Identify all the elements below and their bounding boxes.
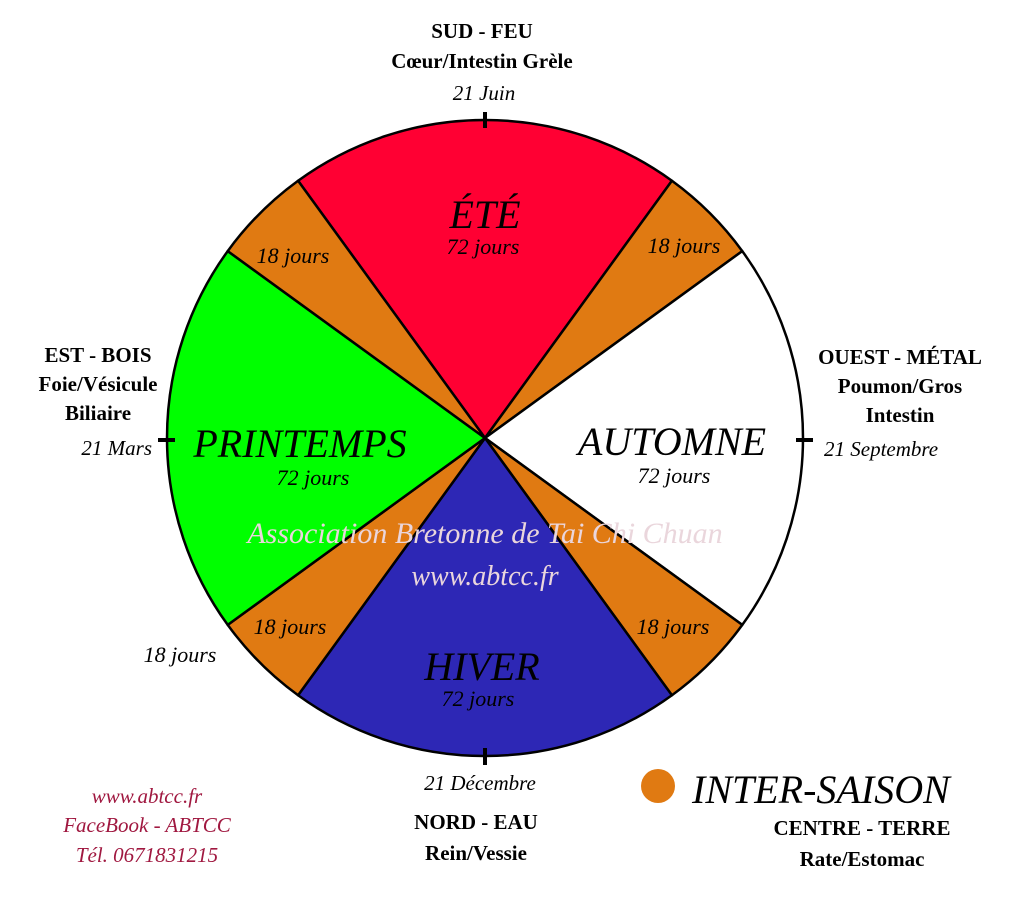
west-organs2: Intestin [866, 403, 935, 427]
days-automne: 72 jours [638, 463, 711, 488]
contact-facebook[interactable]: FaceBook - ABTCC [62, 813, 232, 837]
watermark-line2: www.abtcc.fr [411, 561, 558, 592]
south-date: 21 Juin [453, 81, 515, 105]
legend-sub2: Rate/Estomac [800, 847, 925, 871]
west-organs1: Poumon/Gros [838, 374, 962, 398]
south-organs: Cœur/Intestin Grèle [391, 49, 572, 73]
west-title: OUEST - MÉTAL [818, 345, 982, 369]
north-date: 21 Décembre [424, 771, 536, 795]
season-hiver: HIVER [423, 644, 540, 689]
season-automne: AUTOMNE [575, 419, 766, 464]
days-inter-nw: 18 jours [257, 243, 330, 268]
days-inter-sw: 18 jours [254, 614, 327, 639]
legend-label: INTER-SAISON [691, 767, 952, 812]
south-title: SUD - FEU [431, 19, 533, 43]
contact-phone: Tél. 0671831215 [76, 843, 218, 867]
season-printemps: PRINTEMPS [192, 421, 406, 466]
wedges [165, 118, 805, 758]
days-outside: 18 jours [144, 642, 217, 667]
contact-web[interactable]: www.abtcc.fr [92, 784, 203, 808]
legend-dot [641, 769, 675, 803]
watermark: Association Bretonne de Tai Chi Chuan ww… [245, 517, 722, 592]
axis-ticks [158, 112, 813, 765]
north-organs: Rein/Vessie [425, 841, 527, 865]
days-ete: 72 jours [447, 234, 520, 259]
days-inter-se: 18 jours [637, 614, 710, 639]
wedge-inter-saison [226, 179, 487, 440]
days-hiver: 72 jours [442, 686, 515, 711]
contact-info: www.abtcc.fr FaceBook - ABTCC Tél. 06718… [62, 784, 232, 867]
north-title: NORD - EAU [414, 810, 538, 834]
east-title: EST - BOIS [45, 343, 152, 367]
days-printemps: 72 jours [277, 465, 350, 490]
season-ete: ÉTÉ [448, 192, 520, 237]
east-organs1: Foie/Vésicule [39, 372, 158, 396]
days-inter-ne: 18 jours [648, 233, 721, 258]
west-date: 21 Septembre [824, 437, 938, 461]
east-date: 21 Mars [81, 436, 152, 460]
east-organs2: Biliaire [65, 401, 131, 425]
legend-sub1: CENTRE - TERRE [774, 816, 951, 840]
watermark-line1: Association Bretonne de Tai Chi Chuan [245, 517, 722, 550]
